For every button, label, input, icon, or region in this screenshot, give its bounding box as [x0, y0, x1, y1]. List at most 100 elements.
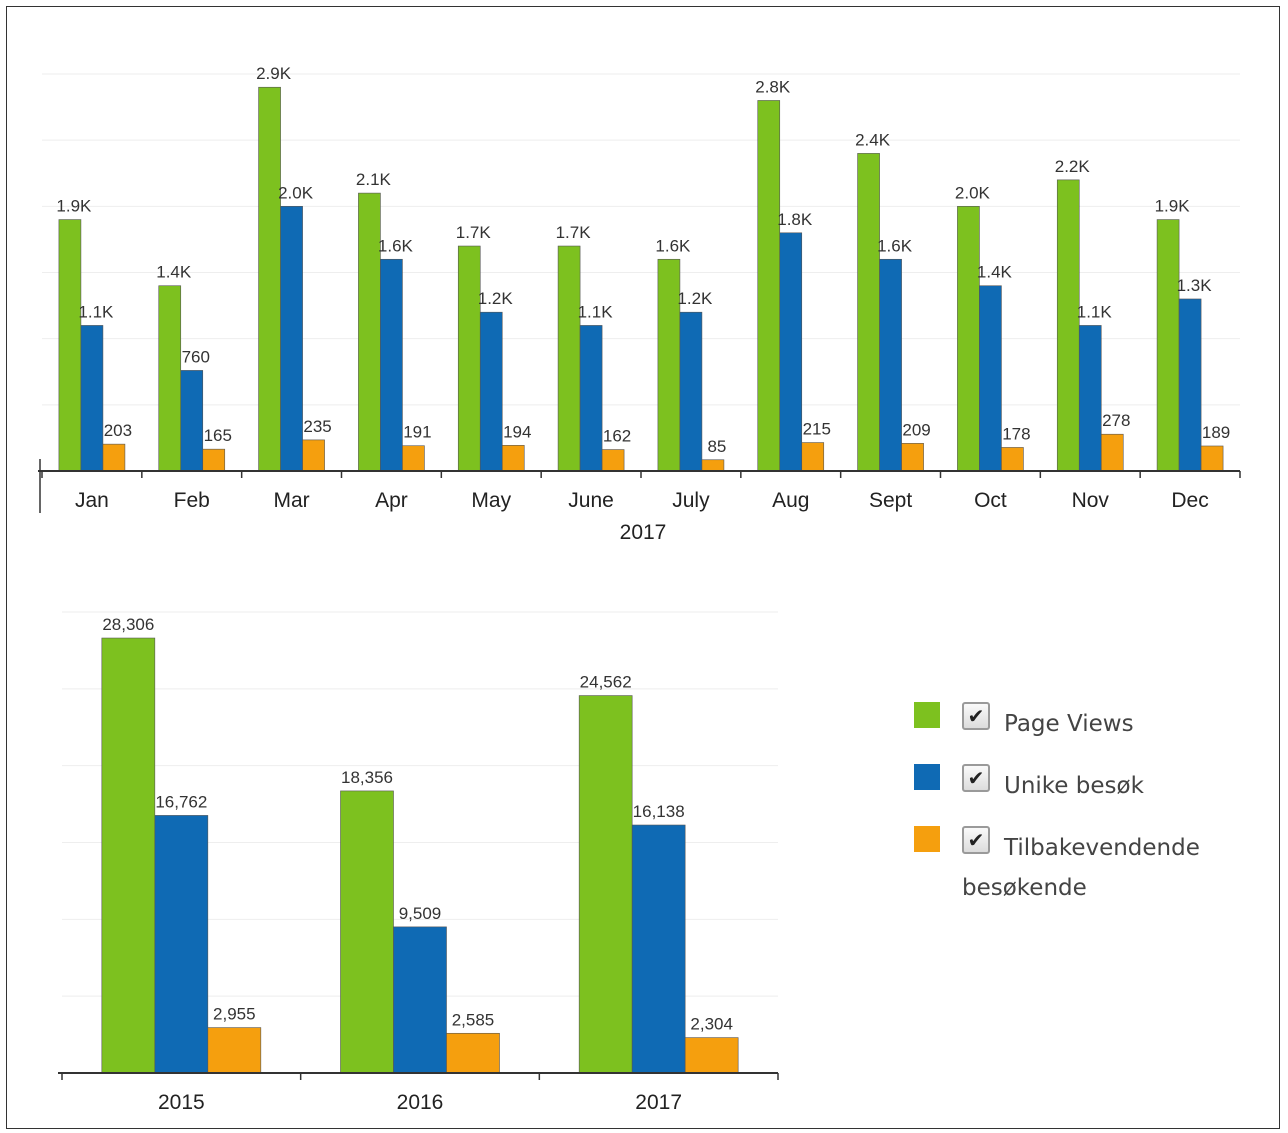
checkmark-icon[interactable]: ✔ — [962, 764, 990, 792]
bar — [684, 1037, 739, 1074]
data-label: 2.1K — [356, 170, 392, 189]
bar — [457, 245, 481, 472]
bar — [601, 449, 625, 472]
bar — [180, 370, 204, 472]
data-label: 2.9K — [256, 64, 292, 83]
bar — [446, 1032, 500, 1074]
bar — [631, 824, 686, 1074]
data-label: 278 — [1102, 411, 1130, 430]
data-label: 1.1K — [78, 302, 114, 321]
bar — [58, 219, 82, 472]
bar — [557, 245, 581, 472]
legend-label: Tilbakevendende besøkende — [910, 824, 1240, 908]
x-tick-label: Aug — [772, 489, 809, 512]
x-tick-label: 2016 — [397, 1091, 444, 1114]
x-axis-title: 2017 — [620, 521, 667, 544]
legend: ✔ Page Views ✔ Unike besøk ✔ Tilbakevend… — [910, 700, 1240, 926]
data-label: 1.6K — [378, 236, 414, 255]
bar — [1001, 447, 1024, 472]
bar — [258, 86, 281, 472]
data-label: 1.3K — [1177, 276, 1213, 295]
data-label: 209 — [902, 420, 930, 439]
bar — [479, 311, 503, 472]
x-tick-label: Oct — [974, 489, 1007, 512]
bar — [1156, 219, 1180, 472]
checkmark-icon[interactable]: ✔ — [962, 702, 990, 730]
data-label: 235 — [303, 417, 331, 436]
data-label: 1.2K — [677, 289, 713, 308]
x-tick-label: July — [672, 489, 710, 512]
bar — [757, 100, 781, 472]
data-label: 1.7K — [456, 223, 492, 242]
x-tick-label: Nov — [1072, 489, 1110, 512]
bar — [578, 695, 633, 1074]
data-label: 189 — [1202, 423, 1230, 442]
legend-item-unike-besok[interactable]: ✔ Unike besøk — [910, 762, 1240, 806]
data-label: 28,306 — [102, 615, 154, 634]
x-tick-label: 2017 — [635, 1091, 682, 1114]
data-label: 178 — [1002, 424, 1030, 443]
bar — [579, 325, 603, 472]
data-label: 1.6K — [877, 236, 913, 255]
bar — [679, 311, 703, 472]
data-label: 162 — [603, 427, 631, 446]
x-tick-label: Mar — [273, 489, 309, 512]
data-label: 215 — [803, 420, 831, 439]
x-tick-label: Jan — [75, 489, 109, 512]
data-label: 1.9K — [1155, 197, 1191, 216]
data-label: 1.4K — [977, 263, 1013, 282]
data-label: 2.4K — [855, 130, 891, 149]
bar — [402, 445, 425, 472]
data-label: 1.8K — [777, 210, 813, 229]
data-label: 9,509 — [399, 904, 442, 923]
data-label: 1.7K — [556, 223, 592, 242]
data-label: 1.9K — [56, 197, 92, 216]
x-tick-label: 2015 — [158, 1091, 205, 1114]
data-label: 194 — [503, 422, 531, 441]
legend-label: Page Views — [1004, 711, 1134, 737]
bar — [901, 443, 924, 472]
bar — [979, 285, 1002, 472]
data-label: 2,955 — [213, 1005, 256, 1024]
data-label: 16,138 — [633, 802, 685, 821]
bar — [101, 637, 156, 1074]
bar — [1178, 298, 1202, 472]
legend-swatch-unike-besok — [914, 764, 940, 790]
bar — [1200, 445, 1224, 472]
bar — [358, 192, 381, 472]
bar — [879, 258, 902, 472]
data-label: 2,585 — [452, 1010, 495, 1029]
checkmark-icon[interactable]: ✔ — [962, 826, 990, 854]
bar — [80, 325, 104, 472]
data-label: 2.8K — [755, 77, 791, 96]
x-tick-label: Dec — [1171, 489, 1208, 512]
bar — [380, 258, 403, 472]
legend-item-tilbakevendende[interactable]: ✔ Tilbakevendende besøkende — [910, 824, 1240, 908]
data-label: 2,304 — [690, 1015, 733, 1034]
x-tick-label: Feb — [174, 489, 210, 512]
bar — [340, 790, 394, 1074]
data-label: 1.2K — [478, 289, 514, 308]
data-label: 2.0K — [278, 183, 314, 202]
x-tick-label: May — [471, 489, 511, 512]
x-tick-label: Sept — [869, 489, 912, 512]
x-tick-label: June — [568, 489, 614, 512]
bar — [957, 206, 980, 472]
bar — [158, 285, 182, 472]
data-label: 18,356 — [341, 768, 393, 787]
bar — [701, 459, 725, 472]
bar — [154, 815, 209, 1074]
legend-item-page-views[interactable]: ✔ Page Views — [910, 700, 1240, 744]
data-label: 191 — [403, 423, 431, 442]
data-label: 85 — [707, 437, 726, 456]
bar — [801, 442, 825, 472]
bar — [1078, 325, 1102, 472]
data-label: 16,762 — [155, 792, 207, 811]
data-label: 203 — [104, 421, 132, 440]
data-label: 1.1K — [578, 302, 614, 321]
data-label: 165 — [204, 426, 232, 445]
legend-swatch-page-views — [914, 702, 940, 728]
bar — [857, 153, 880, 472]
legend-swatch-tilbakevendende — [914, 826, 940, 852]
